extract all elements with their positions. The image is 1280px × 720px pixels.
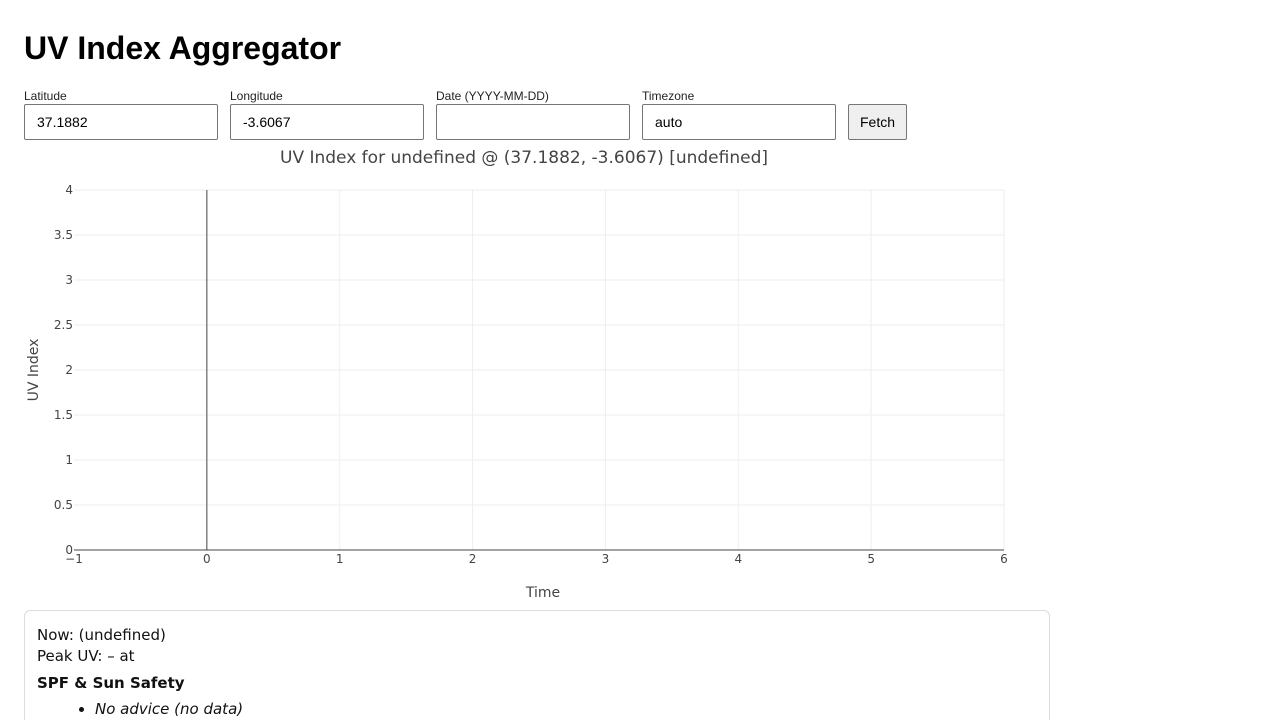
chart-title: UV Index for undefined @ (37.1882, -3.60… xyxy=(280,148,768,168)
y-tick-label: 4 xyxy=(65,183,73,197)
x-tick-label: 3 xyxy=(602,552,610,566)
latitude-field: Latitude xyxy=(24,89,218,140)
sun-safety-heading: SPF & Sun Safety xyxy=(37,674,185,692)
x-tick-label: 6 xyxy=(1000,552,1008,566)
x-tick-label: 5 xyxy=(867,552,875,566)
timezone-label: Timezone xyxy=(642,89,695,103)
longitude-field: Longitude xyxy=(230,89,424,140)
y-tick-label: 1.5 xyxy=(54,408,73,422)
x-tick-label: −1 xyxy=(65,552,83,566)
date-input[interactable] xyxy=(436,104,630,140)
y-tick-label: 3 xyxy=(65,273,73,287)
longitude-label: Longitude xyxy=(230,89,283,103)
now-text: Now: (undefined) xyxy=(37,626,166,644)
y-tick-label: 0 xyxy=(65,543,73,557)
uv-info-panel: Now: (undefined) Peak UV: – at SPF & Sun… xyxy=(24,610,1050,720)
query-form: Latitude Longitude Date (YYYY-MM-DD) Tim… xyxy=(24,89,908,140)
fetch-button[interactable]: Fetch xyxy=(848,104,908,140)
x-tick-label: 1 xyxy=(336,552,344,566)
x-tick-label: 0 xyxy=(203,552,211,566)
advice-item: No advice (no data) xyxy=(95,700,1037,718)
latitude-label: Latitude xyxy=(24,89,67,103)
page-title: UV Index Aggregator xyxy=(24,30,342,66)
timezone-field: Timezone xyxy=(642,89,836,140)
timezone-input[interactable] xyxy=(642,104,836,140)
x-axis-title: Time xyxy=(525,585,560,601)
date-field: Date (YYYY-MM-DD) xyxy=(436,89,630,140)
y-tick-label: 3.5 xyxy=(54,228,73,242)
y-tick-label: 1 xyxy=(65,453,73,467)
y-tick-label: 2 xyxy=(65,363,73,377)
longitude-input[interactable] xyxy=(230,104,424,140)
y-tick-label: 2.5 xyxy=(54,318,73,332)
peak-uv-text: Peak UV: – at xyxy=(37,647,135,665)
y-axis-title: UV Index xyxy=(26,339,42,402)
y-tick-label: 0.5 xyxy=(54,498,73,512)
x-tick-label: 2 xyxy=(469,552,477,566)
advice-list: No advice (no data) xyxy=(37,700,1037,718)
x-tick-label: 4 xyxy=(734,552,742,566)
latitude-input[interactable] xyxy=(24,104,218,140)
date-label: Date (YYYY-MM-DD) xyxy=(436,89,549,103)
